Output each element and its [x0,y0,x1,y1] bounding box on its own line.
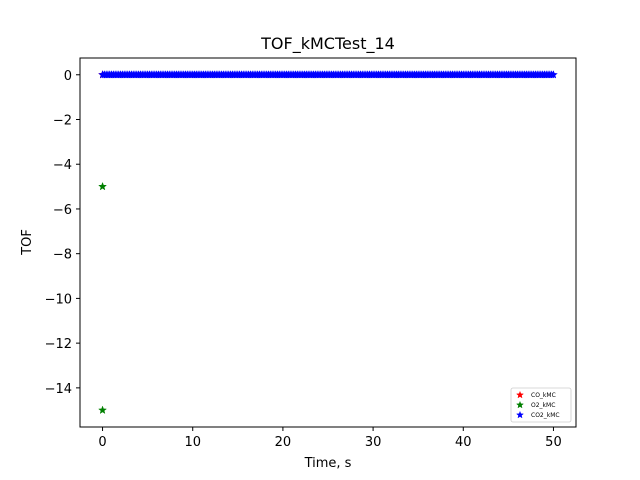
data-point-o2-kmc [98,405,108,415]
legend-marker-o2-kmc [515,400,525,409]
data-point-co2-kmc [548,70,558,79]
x-axis-title: Time, s [304,456,352,471]
x-tick-label: 30 [365,435,382,450]
y-tick-label: −2 [53,114,72,129]
plot-area: 0 10 20 30 40 50 0 −2 −4 −6 −8 −10 −12 −14 CO_kMC O2_kM… [45,57,577,450]
x-tick-label: 20 [275,435,292,450]
legend-label-co2-kmc: CO2_kMC [531,412,560,419]
y-tick-label: −8 [53,248,72,263]
y-tick-label: −12 [45,337,72,352]
y-tick-label: −4 [53,158,72,173]
data-point-o2-kmc [98,181,108,191]
chart-title: TOF_kMCTest_14 [260,34,395,54]
legend-box [510,387,572,423]
y-tick-label: −6 [53,203,72,218]
x-tick-label: 50 [545,435,562,450]
legend-label-co-kmc: CO_kMC [531,392,556,399]
x-tick-label: 0 [98,435,106,450]
x-tick-label: 40 [455,435,472,450]
legend-label-o2-kmc: O2_kMC [531,402,555,409]
x-tick-label: 10 [184,435,201,450]
y-tick-label: 0 [64,69,72,84]
y-tick-label: −14 [45,382,72,397]
legend-marker-co2-kmc [515,410,525,419]
y-tick-label: −10 [45,292,72,307]
legend-marker-co-kmc [515,390,525,399]
y-axis-title: TOF [20,229,35,256]
axes-frame [79,57,577,428]
